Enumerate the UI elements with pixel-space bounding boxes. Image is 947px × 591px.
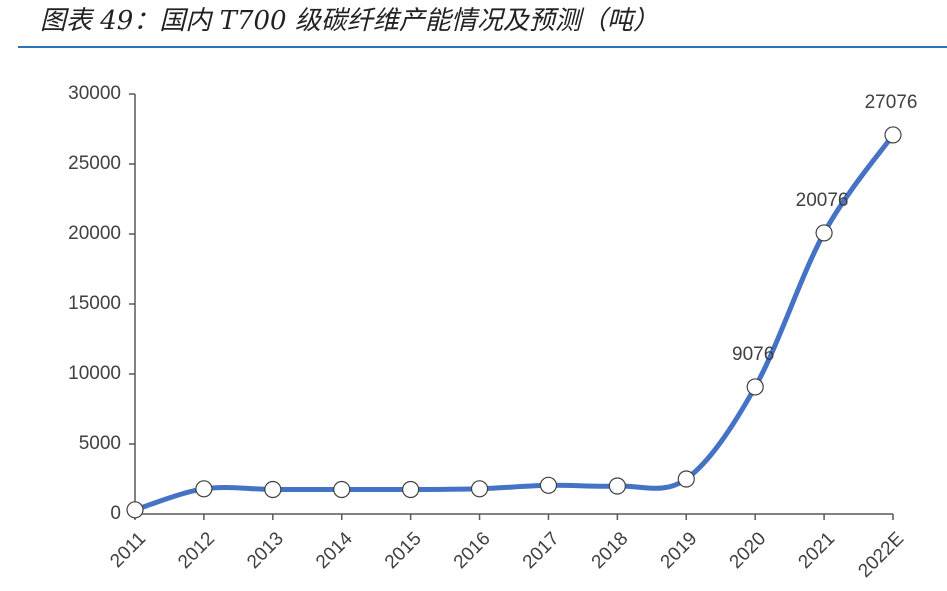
x-tick-label: 2015 (381, 528, 426, 573)
data-point (470, 480, 489, 498)
y-tick-label: 15000 (68, 293, 121, 314)
x-tick-label: 2014 (312, 528, 357, 573)
x-tick-label: 2013 (243, 528, 288, 573)
data-point (539, 476, 558, 494)
data-point (333, 480, 351, 499)
x-tick-label: 2012 (174, 528, 219, 573)
x-tick-label: 2022E (854, 528, 908, 582)
data-point (746, 378, 764, 396)
data-point (402, 480, 420, 499)
data-label: 27076 (865, 92, 918, 113)
x-tick-label: 2020 (726, 528, 771, 573)
x-tick-label: 2018 (588, 528, 633, 573)
y-tick-label: 30000 (68, 83, 121, 104)
y-tick-label: 25000 (68, 153, 121, 174)
y-tick-label: 20000 (68, 223, 121, 244)
chart-title: 图表 49：国内 T700 级碳纤维产能情况及预测（吨） (40, 6, 659, 36)
data-point (884, 126, 902, 144)
data-point (195, 480, 213, 498)
series-line (134, 133, 896, 513)
data-label: 9076 (732, 344, 774, 365)
data-point (815, 224, 833, 242)
data-label: 20076 (796, 190, 849, 211)
y-tick-label: 10000 (68, 363, 121, 384)
x-tick-label: 2016 (450, 528, 495, 573)
y-tick-label: 0 (110, 503, 121, 524)
x-tick-label: 2019 (657, 528, 702, 573)
data-point (126, 501, 144, 519)
y-tick-label: 5000 (79, 433, 121, 454)
data-point (608, 477, 626, 495)
x-tick-label: 2017 (519, 528, 564, 573)
x-tick-label: 2021 (794, 528, 839, 573)
data-point (264, 480, 282, 499)
data-point (677, 470, 695, 488)
x-tick-label: 2011 (106, 528, 150, 572)
